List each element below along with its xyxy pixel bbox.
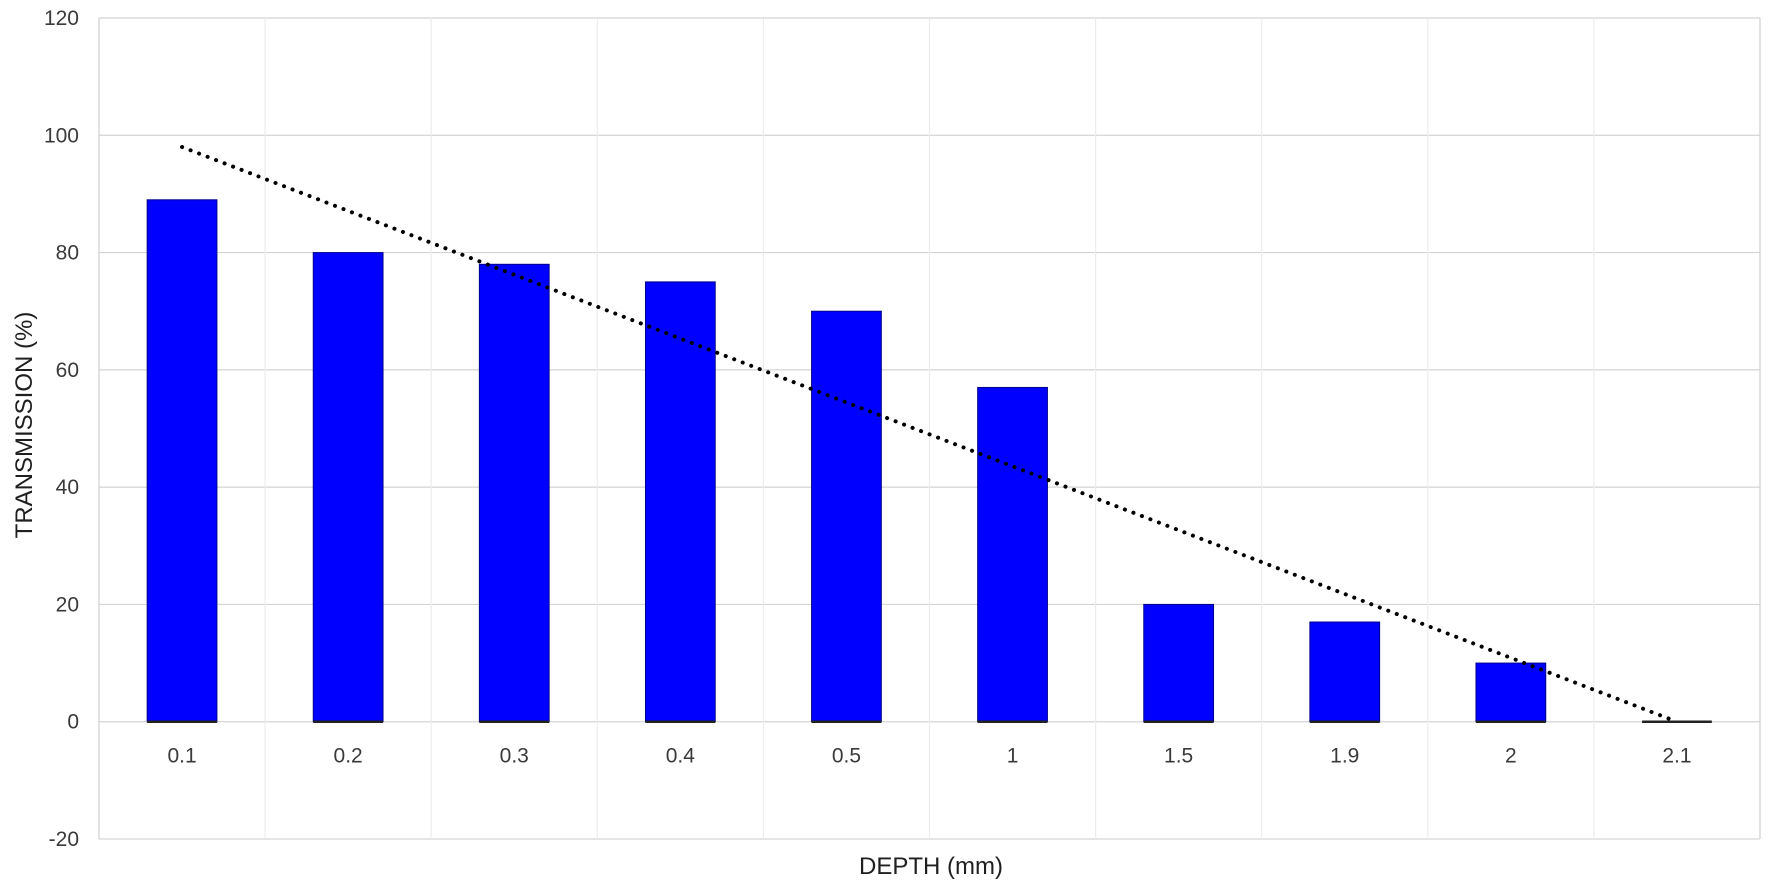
x-tick-label: 0.4 [666,745,696,768]
x-tick-label: 1 [1007,745,1019,768]
y-tick-label: 100 [44,124,79,147]
y-tick-label: 0 [67,711,79,734]
y-axis-title: TRANSMISSION (%) [11,312,38,539]
x-tick-label: 1.5 [1164,745,1193,768]
y-axis-ticks: -20 0 20 40 60 80 100 120 [44,7,79,851]
bars [146,199,1712,723]
bar-0.4 [644,281,716,723]
x-tick-label: 0.2 [334,745,363,768]
x-tick-label: 0.1 [167,745,196,768]
trendline [180,145,1679,724]
y-tick-label: 40 [56,476,79,499]
bar-0.2 [312,252,384,723]
bar-2 [1475,662,1547,723]
bar-1.9 [1309,621,1381,723]
x-tick-label: 1.9 [1330,745,1359,768]
bar-1.5 [1143,603,1215,723]
bar-0.3 [478,263,550,723]
y-tick-label: 60 [56,359,79,382]
y-tick-label: 80 [56,242,79,265]
bar-0.1 [146,199,218,723]
x-tick-label: 2 [1505,745,1517,768]
bar-0.5 [811,310,882,723]
trendline-layer [180,145,1679,724]
bar-1 [977,386,1048,723]
y-tick-label: 20 [56,593,79,616]
x-tick-label: 0.3 [500,745,529,768]
x-axis-ticks: 0.1 0.2 0.3 0.4 0.5 1 1.5 1.9 2 2.1 [167,745,1691,768]
x-tick-label: 2.1 [1662,745,1691,768]
y-tick-label: 120 [44,7,79,30]
x-axis-title: DEPTH (mm) [859,853,1003,880]
y-tick-label: -20 [49,828,79,851]
x-tick-label: 0.5 [832,745,861,768]
